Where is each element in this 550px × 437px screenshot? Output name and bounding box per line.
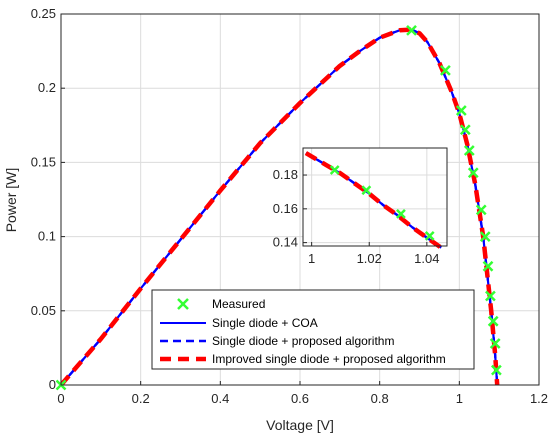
inset-y-tick-label: 0.14 <box>273 235 298 250</box>
main-measured-markers <box>55 24 502 391</box>
main-point-measured <box>455 105 467 116</box>
main-point-measured <box>475 204 487 216</box>
inset-grid <box>303 148 447 246</box>
main-x-tick-label: 1.2 <box>530 391 548 406</box>
main-point-measured <box>467 167 479 179</box>
main-point-measured <box>489 338 501 349</box>
main-y-tick-label: 0.2 <box>38 80 56 95</box>
inset-x-tick-label: 1 <box>308 251 315 266</box>
legend-item-single-diode-coa: Single diode + COA <box>160 316 318 330</box>
legend-box <box>151 289 475 370</box>
inset-ticks: 1 1.02 1.04 0.14 0.16 0.18 <box>273 167 440 266</box>
inset-plot-area: 1 1.02 1.04 0.14 0.16 0.18 <box>273 147 448 266</box>
inset-x-tick-label: 1.02 <box>357 251 382 266</box>
legend-item-measured: Measured <box>177 297 265 311</box>
main-x-tick-label: 0 <box>57 391 64 406</box>
inset-measured-markers <box>329 165 435 241</box>
main-point-measured <box>490 364 502 376</box>
main-line-improved-single-diode-proposed-algorithm <box>59 27 500 387</box>
main-y-tick-label: 0 <box>49 377 56 392</box>
legend-item-single-diode-proposed: Single diode + proposed algorithm <box>160 334 394 348</box>
inset-y-tick-label: 0.18 <box>273 167 298 182</box>
main-point-measured <box>440 65 451 76</box>
legend-label-single-diode-proposed: Single diode + proposed algorithm <box>212 334 394 348</box>
main-y-tick-label: 0.15 <box>31 154 56 169</box>
main-point-measured <box>485 290 496 302</box>
main-y-tick-label: 0.1 <box>38 229 56 244</box>
inset-plot-border <box>302 147 448 247</box>
inset-point-measured <box>329 165 340 175</box>
inset-line-improved-single-diode-proposed-algorithm <box>304 151 443 250</box>
legend-item-improved-single-diode: Improved single diode + proposed algorit… <box>160 352 446 366</box>
y-axis-label: Power [W] <box>3 168 19 233</box>
legend: Measured Single diode + COA Single diode… <box>151 289 475 370</box>
x-axis-label: Voltage [V] <box>266 417 334 433</box>
inset-y-tick-label: 0.16 <box>273 201 298 216</box>
main-x-tick-label: 0.4 <box>211 391 229 406</box>
inset-point-measured <box>361 185 372 196</box>
main-x-tick-label: 1 <box>456 391 463 406</box>
main-x-tick-label: 0.6 <box>291 391 309 406</box>
inset-point-measured <box>396 209 406 219</box>
main-y-tick-label: 0.25 <box>31 6 56 21</box>
main-y-tick-label: 0.05 <box>31 303 56 318</box>
legend-label-measured: Measured <box>212 297 265 311</box>
legend-swatch-measured <box>177 298 189 310</box>
inset-point-measured <box>424 230 435 241</box>
legend-label-single-diode-coa: Single diode + COA <box>212 316 318 330</box>
main-x-tick-label: 0.2 <box>132 391 150 406</box>
main-point-measured <box>479 231 491 242</box>
inset-x-tick-label: 1.04 <box>414 251 439 266</box>
main-point-measured <box>463 145 475 156</box>
main-point-measured <box>459 124 471 136</box>
main-point-measured <box>487 315 499 327</box>
legend-label-improved-single-diode: Improved single diode + proposed algorit… <box>212 352 446 366</box>
main-point-measured <box>482 260 494 272</box>
main-point-measured <box>406 24 417 36</box>
main-x-tick-label: 0.8 <box>371 391 389 406</box>
main-ticks: 0 0.2 0.4 0.6 0.8 1 1.2 0 0.05 0.1 0.15 0.2 0.25 <box>31 6 548 406</box>
